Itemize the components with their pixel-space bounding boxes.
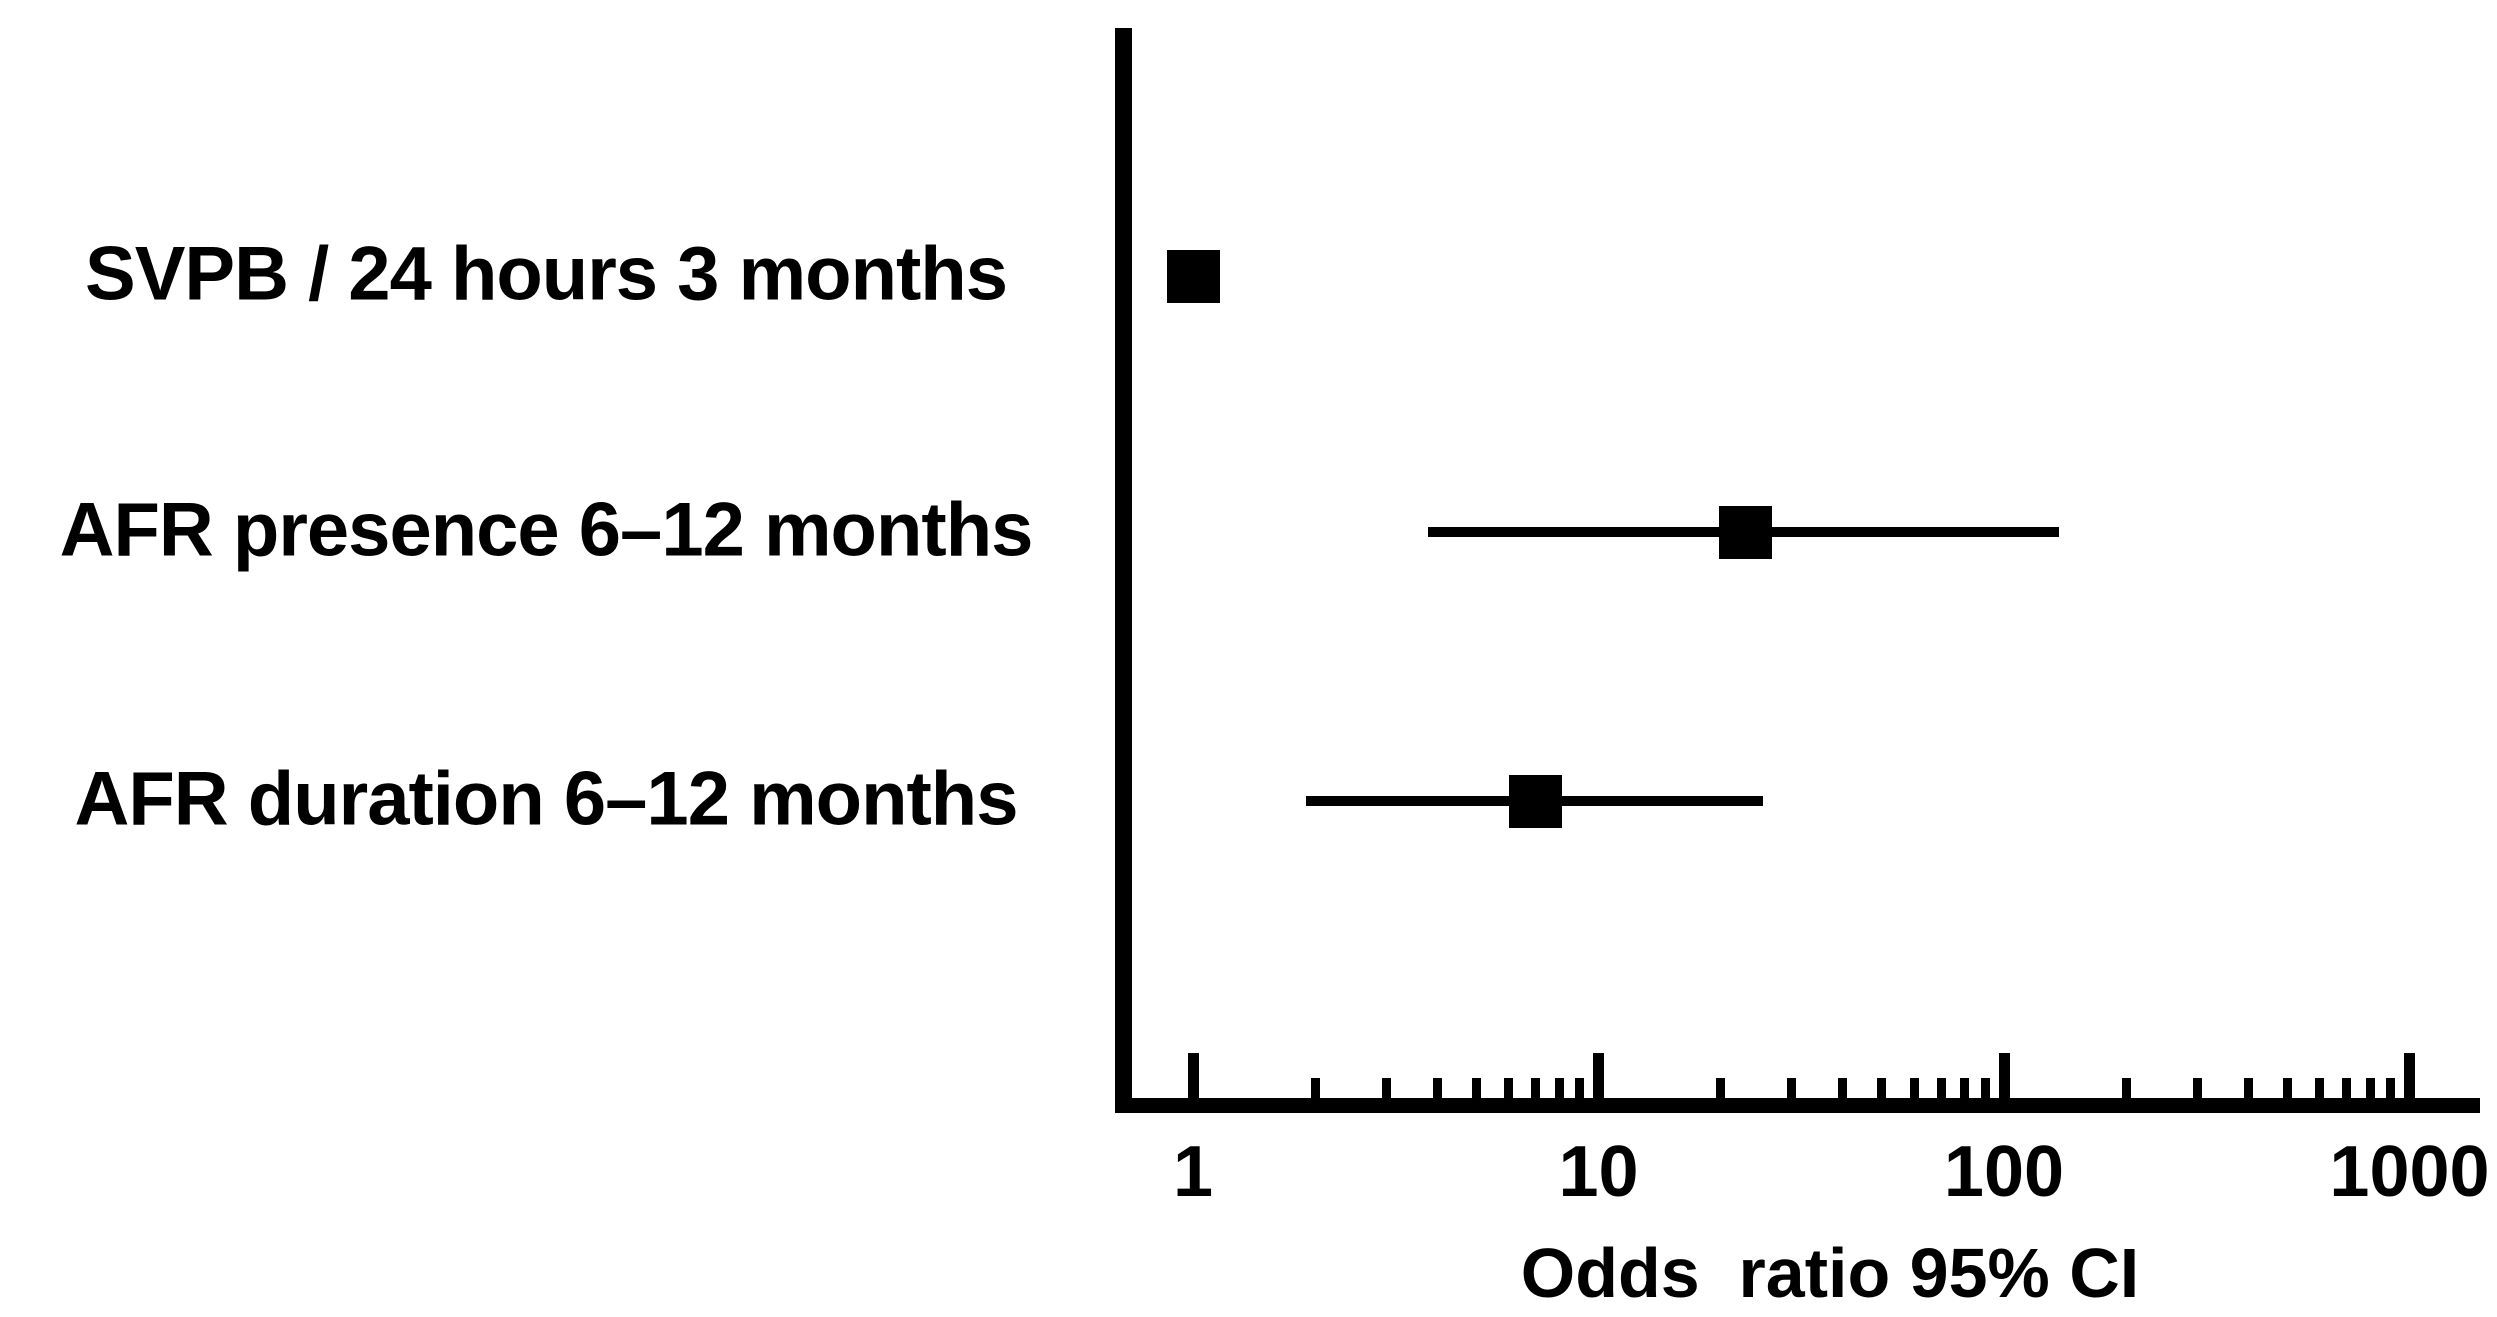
x-tick-label: 10 (1558, 1132, 1639, 1212)
x-axis-minor-tick (2243, 1078, 2253, 1098)
x-axis-minor-tick (2365, 1078, 2375, 1098)
x-axis-minor-tick (1471, 1078, 1481, 1098)
x-axis-major-tick (1593, 1053, 1604, 1098)
y-axis-line (1115, 28, 1132, 1113)
x-axis-major-tick (1998, 1053, 2010, 1098)
x-axis-major-tick (2404, 1053, 2415, 1098)
x-axis-minor-tick (1575, 1078, 1585, 1098)
odds-ratio-marker (1166, 249, 1220, 303)
row-label-afr-presence-6-12-months: AFR presence 6–12 months (59, 487, 1034, 573)
odds-ratio-marker (1509, 774, 1563, 828)
x-axis-minor-tick (1909, 1078, 1919, 1098)
x-axis-minor-tick (1787, 1078, 1797, 1098)
x-tick-label: 100 (1943, 1132, 2065, 1212)
x-tick-label: 1000 (2329, 1132, 2490, 1212)
x-axis-minor-tick (1838, 1078, 1848, 1098)
x-axis-minor-tick (1980, 1078, 1990, 1098)
row-label-svpb-3-months: SVPB / 24 hours 3 months (85, 231, 1008, 317)
x-axis-minor-tick (1504, 1078, 1514, 1098)
x-axis-minor-tick (2192, 1078, 2202, 1098)
x-axis-minor-tick (1554, 1078, 1564, 1098)
x-axis-minor-tick (2282, 1078, 2292, 1098)
row-label-afr-duration-6-12-months: AFR duration 6–12 months (74, 756, 1019, 842)
x-axis-minor-tick (1310, 1078, 1320, 1098)
x-axis-minor-tick (1936, 1078, 1946, 1098)
x-axis-minor-tick (2386, 1078, 2396, 1098)
x-axis-minor-tick (2342, 1078, 2352, 1098)
x-axis-major-tick (1187, 1053, 1199, 1098)
x-axis-title: Odds ratio 95% CI (1520, 1234, 2140, 1312)
x-axis-minor-tick (1716, 1078, 1726, 1098)
x-axis-minor-tick (1432, 1078, 1442, 1098)
x-axis-minor-tick (2315, 1078, 2325, 1098)
x-axis-minor-tick (1381, 1078, 1391, 1098)
odds-ratio-marker (1718, 505, 1772, 559)
x-axis-minor-tick (1877, 1078, 1887, 1098)
x-axis-minor-tick (1531, 1078, 1541, 1098)
x-tick-label: 1 (1172, 1132, 1214, 1212)
x-axis-minor-tick (2121, 1078, 2131, 1098)
x-axis-line (1115, 1098, 2480, 1113)
x-axis-minor-tick (1960, 1078, 1970, 1098)
